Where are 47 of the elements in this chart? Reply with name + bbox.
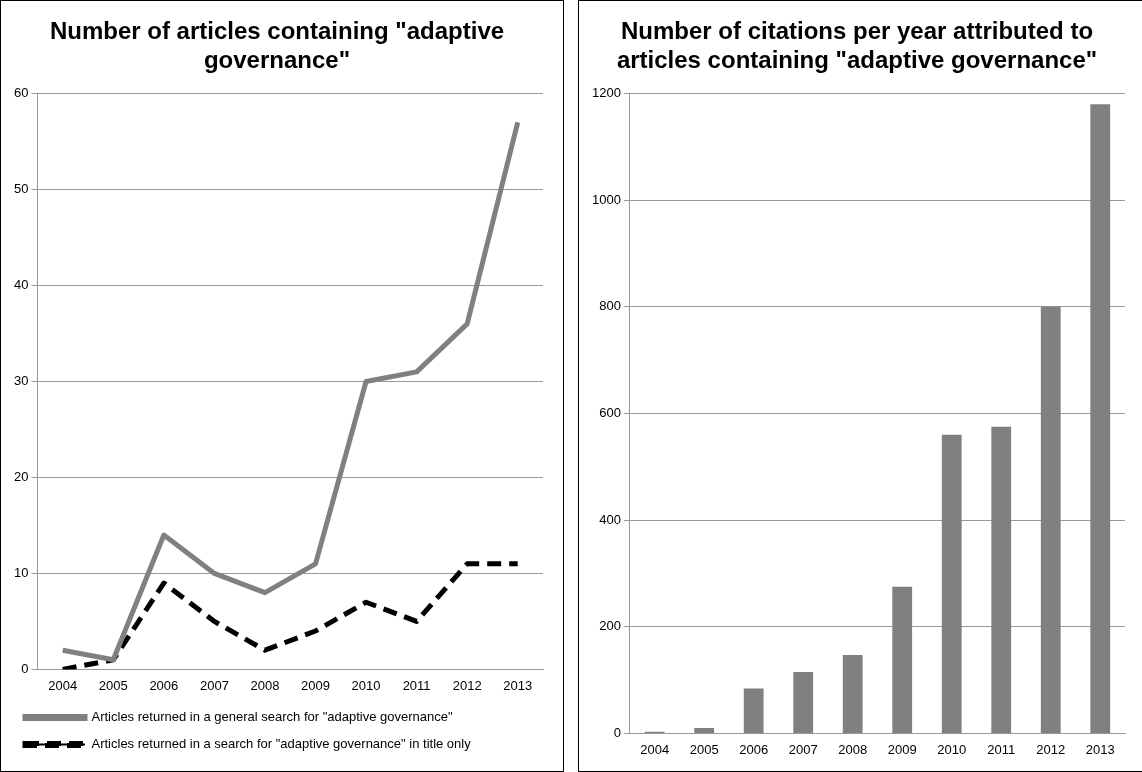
y-tick-label: 10 xyxy=(13,565,29,581)
x-tick-label: 2011 xyxy=(987,741,1016,757)
bar xyxy=(842,655,863,733)
y-tick-label: 800 xyxy=(599,298,621,314)
bar xyxy=(892,586,913,733)
x-tick-label: 2011 xyxy=(402,677,431,693)
y-tick-label: 0 xyxy=(21,660,29,676)
y-tick-label: 0 xyxy=(613,724,621,740)
bar xyxy=(991,426,1012,733)
x-tick-label: 2010 xyxy=(351,677,381,693)
x-tick-label: 2007 xyxy=(788,741,818,757)
bar xyxy=(941,434,962,733)
x-tick-label: 2004 xyxy=(48,677,78,693)
x-tick-label: 2013 xyxy=(503,677,533,693)
chart-title: Number of articles containing "adaptive governance" xyxy=(49,17,505,73)
y-tick-label: 30 xyxy=(13,373,29,389)
x-tick-label: 2008 xyxy=(250,677,280,693)
x-tick-label: 2012 xyxy=(452,677,482,693)
x-tick-label: 2007 xyxy=(199,677,229,693)
x-tick-label: 2010 xyxy=(937,741,967,757)
legend-label: Articles returned in a search for "adaptive governance" in title only xyxy=(91,736,472,752)
chart-title: Number of citations per year attributed to articles containing "adaptive governance" xyxy=(616,17,1098,73)
x-tick-label: 2006 xyxy=(739,741,769,757)
legend-label: Articles returned in a general search for "adaptive governance" xyxy=(91,709,454,725)
x-tick-label: 2009 xyxy=(301,677,330,693)
x-tick-label: 2004 xyxy=(640,741,670,757)
bar xyxy=(694,728,715,733)
x-tick-label: 2005 xyxy=(689,741,719,757)
y-tick-label: 50 xyxy=(13,181,29,197)
y-tick-label: 60 xyxy=(13,85,29,101)
x-tick-label: 2012 xyxy=(1036,741,1066,757)
x-tick-label: 2006 xyxy=(149,677,179,693)
y-tick-label: 40 xyxy=(13,277,29,293)
y-tick-label: 1200 xyxy=(592,85,621,101)
bar xyxy=(743,688,764,733)
y-tick-label: 200 xyxy=(599,618,621,634)
y-tick-label: 600 xyxy=(599,405,621,421)
bar xyxy=(1090,104,1111,733)
bar xyxy=(1040,306,1061,733)
x-tick-label: 2008 xyxy=(838,741,868,757)
x-tick-label: 2009 xyxy=(887,741,917,757)
y-tick-label: 400 xyxy=(599,511,621,527)
bar xyxy=(793,672,814,733)
x-tick-label: 2013 xyxy=(1085,741,1115,757)
y-tick-label: 1000 xyxy=(592,191,621,207)
y-tick-label: 20 xyxy=(13,469,29,485)
x-tick-label: 2005 xyxy=(98,677,128,693)
